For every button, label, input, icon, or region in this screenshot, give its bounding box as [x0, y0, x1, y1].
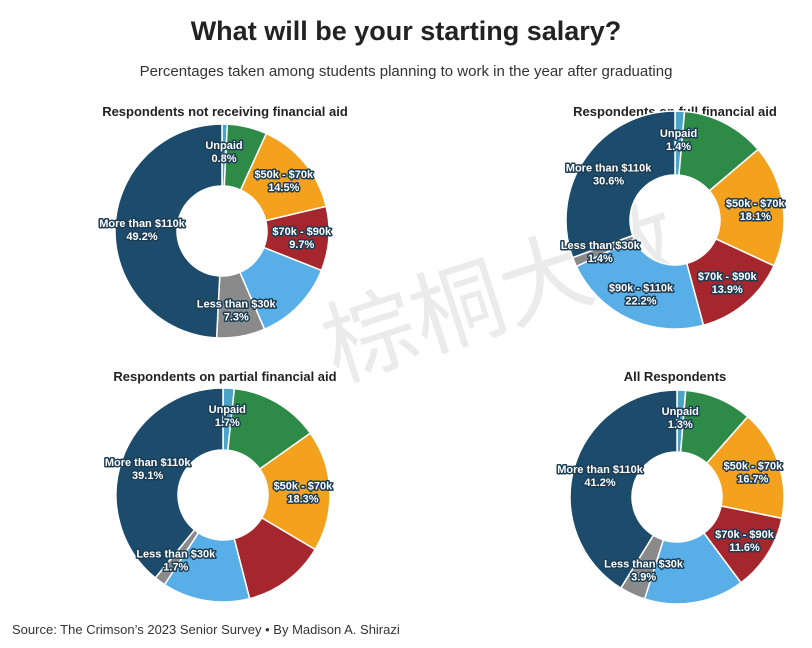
- slice-label-less-than-30k: Less than $30k 1.7%: [136, 549, 216, 574]
- slice-percent: 14.5%: [268, 182, 299, 194]
- slice-category: Unpaid: [662, 406, 699, 418]
- slice-percent: 9.7%: [289, 239, 314, 251]
- slice-label-unpaid: Unpaid 1.4%: [660, 128, 697, 153]
- source-note: Source: The Crimson’s 2023 Senior Survey…: [12, 622, 400, 637]
- slice-category: $50k - $70k: [726, 198, 786, 210]
- donut-slice-more-than-110k: [565, 110, 676, 259]
- slice-category: Less than $30k: [197, 299, 277, 311]
- chart-subtitle: Percentages taken among students plannin…: [139, 63, 673, 80]
- donut-title: Respondents on partial financial aid: [113, 369, 336, 384]
- donut-slice-50k-70k: [708, 148, 785, 267]
- slice-percent: 1.7%: [215, 417, 240, 429]
- slice-percent: 0.8%: [211, 153, 236, 165]
- slice-percent: 49.2%: [126, 231, 157, 243]
- donut-chart-4: All Respondents Unpaid 1.3% $50k - $70k 16.7…: [556, 369, 785, 605]
- slice-category: More than $110k: [557, 464, 643, 476]
- slice-percent: 18.1%: [740, 211, 771, 223]
- slice-category: More than $110k: [566, 163, 652, 175]
- slice-percent: 11.6%: [729, 542, 760, 554]
- donut-slice-more-than-110k: [114, 123, 223, 339]
- slice-percent: 39.1%: [132, 470, 163, 482]
- slice-percent: 16.7%: [737, 474, 768, 486]
- slice-label-more-than-110k: More than $110k 39.1%: [105, 457, 191, 482]
- donut-slice-more-than-110k: [115, 387, 224, 579]
- slice-category: $70k - $90k: [698, 271, 758, 283]
- slice-percent: 1.7%: [163, 562, 188, 574]
- donut-chart-1: Respondents not receiving financial aid U…: [98, 104, 348, 339]
- slice-label-less-than-30k: Less than $30k 7.3%: [197, 299, 277, 324]
- slice-label-70k-90k: $70k - $90k 11.6%: [715, 529, 775, 554]
- donut-slice-50k-70k: [258, 432, 331, 551]
- slice-label-unpaid: Unpaid 1.7%: [209, 404, 246, 429]
- slice-category: Unpaid: [660, 128, 697, 140]
- donut-title: All Respondents: [624, 369, 727, 384]
- slice-percent: 13.9%: [712, 284, 743, 296]
- slice-category: More than $110k: [105, 457, 191, 469]
- chart-title: What will be your starting salary?: [190, 16, 622, 46]
- slice-percent: 1.3%: [668, 419, 693, 431]
- slice-label-unpaid: Unpaid 0.8%: [205, 140, 242, 165]
- slice-category: $70k - $90k: [272, 226, 332, 238]
- slice-label-50k-70k: $50k - $70k 16.7%: [723, 461, 783, 486]
- slice-percent: 22.2%: [625, 296, 656, 308]
- slice-label-less-than-30k: Less than $30k 1.4%: [561, 240, 641, 265]
- slice-label-50k-70k: $50k - $70k 14.5%: [254, 169, 314, 194]
- slice-category: $70k - $90k: [715, 529, 775, 541]
- donut-slice-50k-70k: [705, 415, 785, 520]
- slice-percent: 1.4%: [666, 141, 691, 153]
- slice-category: Less than $30k: [561, 240, 641, 252]
- slice-percent: 3.9%: [631, 572, 656, 584]
- slice-category: More than $110k: [99, 218, 185, 230]
- slice-category: Less than $30k: [604, 559, 684, 571]
- slice-percent: 7.3%: [224, 312, 249, 324]
- donut-slice-more-than-110k: [569, 389, 678, 590]
- slice-percent: 41.2%: [584, 477, 615, 489]
- donut-title: Respondents not receiving financial aid: [102, 104, 348, 119]
- slice-label-unpaid: Unpaid 1.3%: [662, 406, 699, 431]
- slice-category: $50k - $70k: [254, 169, 314, 181]
- slice-label-50k-70k: $50k - $70k 18.1%: [726, 198, 786, 223]
- donut-chart-2: Respondents on full financial aidUnpaid1…: [559, 104, 787, 330]
- slice-percent: 30.6%: [593, 176, 624, 188]
- slice-category: Unpaid: [209, 404, 246, 416]
- slice-label-less-than-30k: Less than $30k 3.9%: [604, 559, 684, 584]
- slice-category: Less than $30k: [136, 549, 216, 561]
- slice-category: $90k - $110k: [609, 283, 674, 295]
- slice-percent: 1.4%: [588, 253, 613, 265]
- slice-label-70k-90k: $70k - $90k 13.9%: [698, 271, 758, 296]
- slice-label-more-than-110k: More than $110k 49.2%: [99, 218, 185, 243]
- slice-label-more-than-110k: More than $110k 30.6%: [566, 163, 652, 188]
- slice-label-more-than-110k: More than $110k 41.2%: [557, 464, 643, 489]
- donut-chart-3: Respondents on partial financial aid Unpa…: [103, 369, 337, 603]
- donut-slice-90k-110k: [575, 238, 705, 330]
- slice-label-50k-70k: $50k - $70k 18.3%: [274, 481, 334, 506]
- slice-label-90k-110k: $90k - $110k 22.2%: [609, 283, 674, 308]
- slice-percent: 18.3%: [287, 494, 318, 506]
- slice-category: Unpaid: [205, 140, 242, 152]
- slice-label-70k-90k: $70k - $90k 9.7%: [272, 226, 332, 251]
- slice-category: $50k - $70k: [274, 481, 334, 493]
- slice-category: $50k - $70k: [723, 461, 783, 473]
